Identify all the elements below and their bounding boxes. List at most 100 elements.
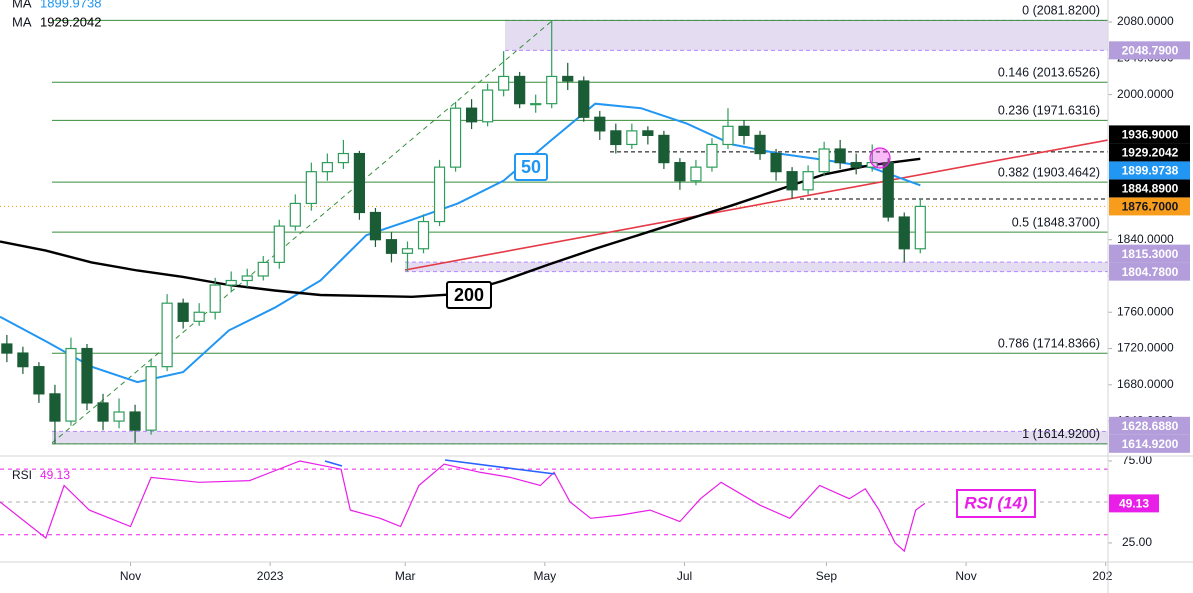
annotation-label: 200	[454, 285, 484, 305]
highlight-circle	[869, 147, 891, 169]
candle-body	[530, 103, 542, 106]
x-tick-label: 2023	[257, 569, 284, 583]
rsi-annotation: RSI (14)	[964, 493, 1028, 512]
candle-body	[482, 89, 494, 123]
zone	[405, 262, 1108, 272]
candle-body	[273, 225, 285, 263]
candle-body	[514, 75, 526, 105]
x-tick-label: Sep	[816, 569, 838, 583]
candle-body	[882, 162, 894, 218]
price-label: 1804.7800	[1122, 265, 1179, 279]
rsi-value-label: 49.13	[1119, 497, 1149, 511]
candle-body	[914, 205, 926, 250]
price-pane: 0 (2081.8200) 0.146 (2013.6526) 0.236 (197…	[0, 4, 1108, 445]
candle-body	[626, 130, 638, 146]
candle-body	[81, 347, 93, 404]
price-label-box	[1109, 41, 1190, 60]
price-axis: 1640.00001680.00001720.00001760.00001800…	[1108, 14, 1190, 549]
price-label-box	[1109, 125, 1190, 144]
annotation-box	[446, 281, 492, 309]
candle-body	[690, 166, 702, 182]
candle-body	[465, 107, 478, 123]
zone	[505, 20, 1108, 51]
legend-value: 1929.2042	[40, 14, 101, 29]
price-label-box	[1109, 179, 1190, 198]
zone	[52, 431, 1108, 444]
candle-body	[546, 75, 558, 105]
candle-body	[433, 166, 446, 223]
price-label: 1936.9000	[1122, 128, 1179, 142]
candle-body	[145, 366, 157, 431]
candle-body	[193, 311, 205, 322]
candle-body	[802, 171, 814, 191]
rsi-pane: RSI (14)	[0, 459, 1108, 553]
candle-body	[129, 411, 141, 431]
candle-body	[337, 152, 349, 164]
candle-body	[594, 116, 606, 132]
annotation-box	[956, 489, 1036, 518]
candle-body	[177, 302, 189, 322]
price-label: 1884.8900	[1122, 182, 1179, 196]
price-label: 1876.7000	[1122, 200, 1179, 214]
candle-body	[385, 239, 398, 254]
x-axis: Nov 2023 Mar May Jul Sep Nov 2024	[120, 562, 1119, 583]
divergence-line	[324, 460, 343, 467]
x-tick-label: Jul	[677, 569, 692, 583]
candle-body	[1, 343, 13, 354]
price-label-box	[1109, 161, 1190, 180]
candle-body	[417, 220, 430, 250]
candle-body	[241, 275, 253, 282]
candle-body	[225, 279, 237, 286]
price-label: 1899.9738	[1122, 164, 1179, 178]
fib-label: 0.5 (1848.3700)	[1012, 215, 1100, 229]
legend-name: MA	[12, 0, 32, 10]
candle-body	[498, 75, 510, 91]
candle-body	[401, 248, 414, 254]
price-label: 1628.6880	[1122, 419, 1179, 433]
price-label: 1815.3000	[1122, 247, 1179, 261]
x-tick-label: Nov	[955, 569, 976, 583]
fib-label: 0.146 (2013.6526)	[998, 66, 1100, 80]
candle-body	[65, 347, 77, 422]
candle-body	[850, 162, 862, 168]
candle-body	[209, 284, 221, 313]
x-tick-label: 2024	[1092, 569, 1119, 583]
candle-body	[369, 211, 382, 241]
y-tick-label: 1760.0000	[1117, 304, 1174, 318]
legend: MA 1899.9738 MA 1929.2042	[12, 0, 101, 29]
price-label-box	[1109, 416, 1190, 435]
candle-body	[738, 125, 750, 137]
candle-body	[642, 130, 654, 137]
candle-body	[449, 107, 462, 168]
price-label: 1614.9200	[1122, 437, 1179, 451]
x-tick-label: Mar	[395, 569, 416, 583]
candle-body	[578, 80, 590, 118]
y-tick-label: 1680.0000	[1117, 377, 1174, 391]
y-tick-label: 1840.0000	[1117, 232, 1174, 246]
annotation-box	[514, 153, 548, 181]
candle-body	[97, 402, 109, 422]
trend-line	[404, 139, 1108, 271]
rsi-value: 49.13	[40, 468, 70, 482]
candle-body	[161, 302, 173, 368]
candle-body	[305, 171, 317, 205]
fib-label: 0.236 (1971.6316)	[998, 104, 1100, 118]
y-tick-label: 2000.0000	[1117, 87, 1174, 101]
candle-body	[786, 171, 798, 191]
candle-body	[818, 148, 830, 173]
candle-body	[754, 134, 766, 155]
legend-name: MA	[12, 14, 32, 29]
candle-body	[658, 134, 670, 164]
candle-body	[321, 162, 333, 173]
candle-body	[610, 130, 622, 146]
candle-body	[289, 202, 301, 227]
fib-label: 0 (2081.8200)	[1022, 4, 1100, 18]
y-tick-label: 75.00	[1122, 453, 1152, 467]
candle-body	[706, 143, 718, 168]
price-label-box	[1109, 244, 1190, 263]
rsi-value-box	[1109, 494, 1159, 513]
y-tick-label: 1720.0000	[1117, 341, 1174, 355]
price-label-box	[1109, 197, 1190, 216]
